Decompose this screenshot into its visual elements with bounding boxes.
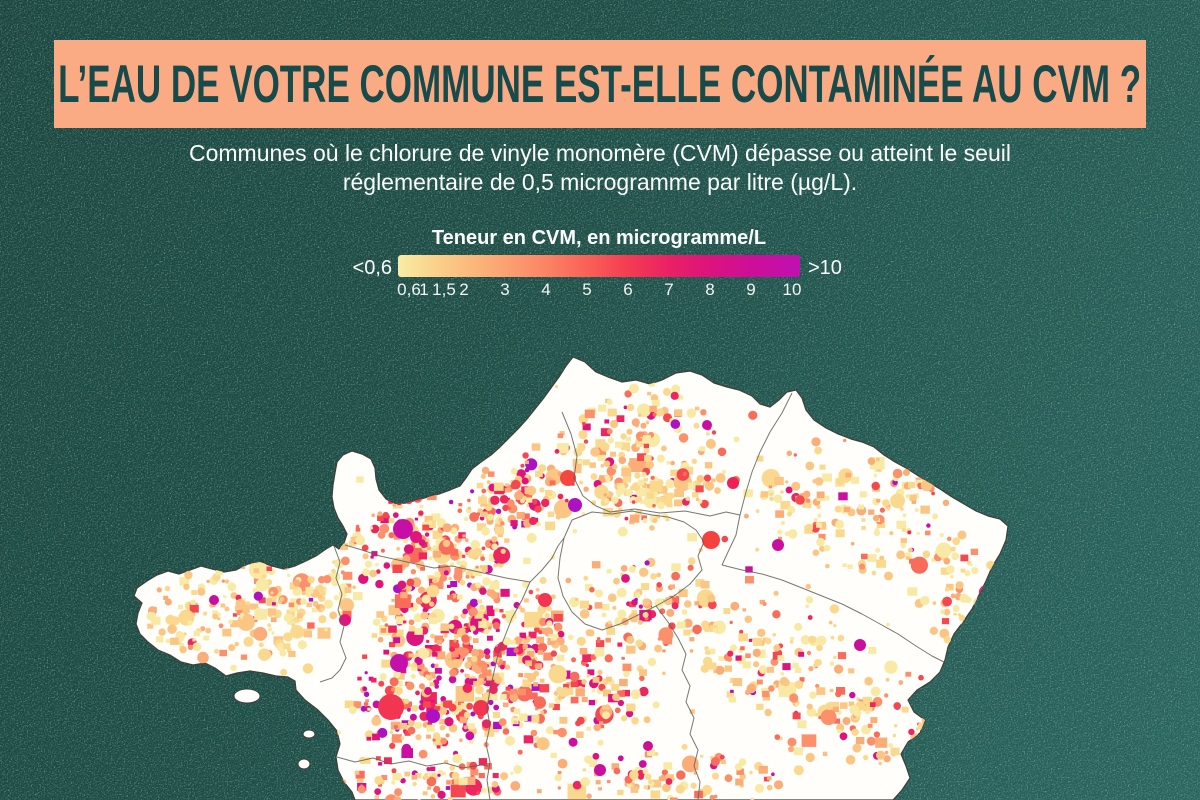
legend-tick: 5	[582, 280, 592, 299]
legend-title: Teneur en CVM, en microgramme/L	[431, 227, 767, 249]
legend-tick: 6	[623, 280, 633, 299]
legend-gradient-bar	[398, 255, 800, 277]
legend-tick: 1,5	[432, 280, 456, 299]
title-banner: L’EAU DE VOTRE COMMUNE EST-ELLE CONTAMIN…	[54, 40, 1146, 128]
legend-tick: 0,6	[397, 280, 421, 299]
legend-tick: 1	[419, 280, 429, 299]
color-scale-legend: Teneur en CVM, en microgramme/L <0,6 >10…	[340, 227, 870, 307]
legend-tick-labels: 0,6 1 1,5 2 3 4 5 6 7 8 9 10	[397, 280, 802, 302]
legend-tick: 10	[782, 280, 802, 299]
legend-min-label: <0,6	[352, 257, 392, 279]
legend-tick: 2	[459, 280, 469, 299]
legend-tick: 7	[664, 280, 674, 299]
subtitle-line-1: Communes où le chlorure de vinyle monomè…	[188, 140, 1011, 166]
legend-tick: 4	[541, 280, 551, 299]
legend-max-label: >10	[808, 257, 842, 279]
legend-tick: 8	[705, 280, 715, 299]
legend-tick: 9	[746, 280, 756, 299]
page-title: L’EAU DE VOTRE COMMUNE EST-ELLE CONTAMIN…	[58, 54, 1142, 114]
subtitle-line-2: réglementaire de 0,5 microgramme par lit…	[342, 169, 858, 196]
legend-tick: 3	[500, 280, 510, 299]
subtitle: Communes où le chlorure de vinyle monomè…	[0, 139, 1200, 197]
